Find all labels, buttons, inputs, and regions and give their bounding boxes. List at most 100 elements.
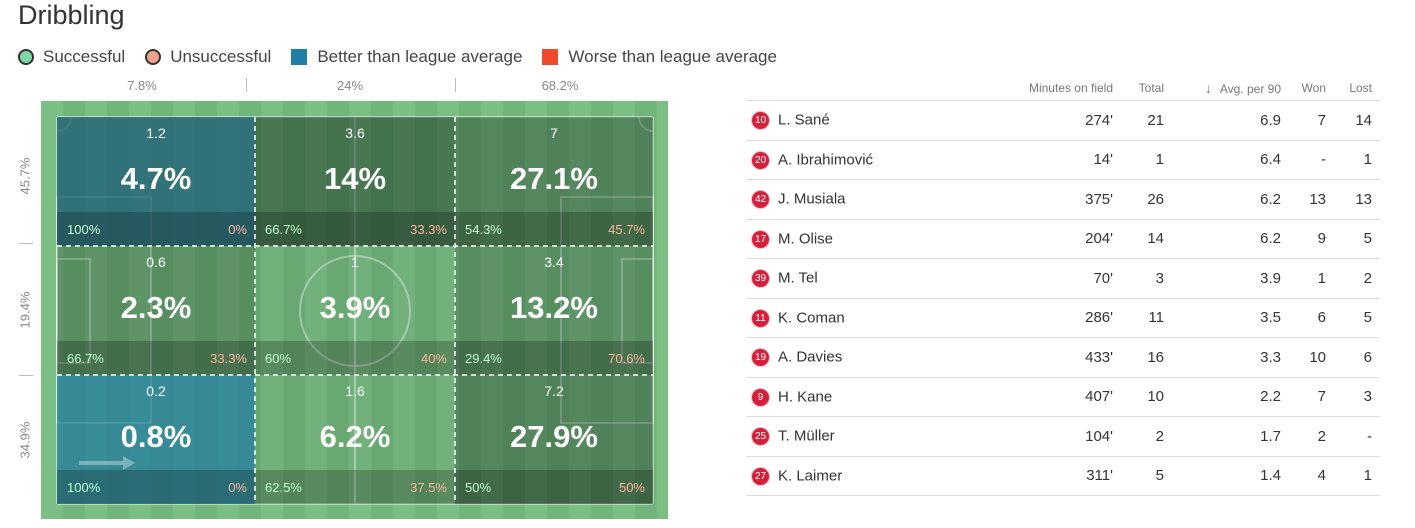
- player-name[interactable]: L. Sané: [778, 112, 830, 130]
- zone-outcome-strip: [455, 212, 653, 246]
- zone-outcome-strip: [255, 470, 455, 504]
- zone-successful: 100%: [67, 480, 101, 495]
- zone-outcome-strip: [255, 212, 455, 246]
- zone-outcome-strip: [57, 341, 255, 375]
- lost-cell: 3: [1334, 376, 1380, 417]
- shirt-number-badge: 11: [752, 309, 769, 327]
- player-name[interactable]: H. Kane: [778, 388, 833, 406]
- won-cell: 2: [1289, 416, 1334, 456]
- zone-share: 3.9%: [319, 290, 391, 325]
- player-name[interactable]: T. Müller: [778, 428, 835, 446]
- zone-share: 4.7%: [120, 161, 192, 196]
- zone-middle-top[interactable]: 3.6 14% 66.7% 33.3%: [255, 117, 455, 246]
- zone-left-bottom[interactable]: 0.2 0.8% 100% 0%: [57, 375, 255, 504]
- won-cell: 1: [1289, 258, 1334, 298]
- legend-item-successful[interactable]: Successful: [18, 47, 125, 67]
- zone-middle-middle[interactable]: 1 3.9% 60% 40%: [255, 246, 455, 375]
- zone-outcome-strip: [57, 212, 255, 246]
- zone-left-top[interactable]: 1.2 4.7% 100% 0%: [57, 117, 255, 246]
- header-avg[interactable]: ↓ Avg. per 90: [1172, 75, 1289, 101]
- lost-cell: 1: [1334, 139, 1380, 180]
- zone-average: 0.6: [146, 254, 166, 270]
- zone-average: 3.4: [544, 254, 564, 270]
- table-row[interactable]: 11 K. Coman 286' 11 3.5 6 5: [746, 297, 1380, 338]
- minutes-cell: 104': [1004, 416, 1121, 456]
- zone-successful: 60%: [265, 351, 292, 366]
- table-row[interactable]: 25 T. Müller 104' 2 1.7 2 -: [746, 416, 1380, 456]
- header-total[interactable]: Total: [1138, 80, 1164, 95]
- lost-cell: 2: [1334, 258, 1380, 298]
- player-cell: 11 K. Coman: [746, 297, 1004, 338]
- player-cell: 42 J. Musiala: [746, 179, 1004, 219]
- zone-average: 1: [351, 254, 359, 270]
- zone-unsuccessful: 70.6%: [608, 351, 645, 366]
- minutes-cell: 286': [1004, 297, 1121, 338]
- dribbling-pitch: 1.2 4.7% 100% 0% 3.6 14% 66.7% 33.3% 7 2…: [41, 101, 668, 519]
- total-cell: 14: [1121, 218, 1172, 259]
- zone-average: 3.6: [345, 125, 365, 141]
- player-cell: 25 T. Müller: [746, 416, 1004, 456]
- header-won[interactable]: Won: [1301, 80, 1326, 95]
- player-cell: 9 H. Kane: [746, 376, 1004, 417]
- column-pct-middle: 24%: [336, 78, 364, 93]
- total-cell: 16: [1121, 337, 1172, 377]
- player-name[interactable]: A. Davies: [778, 349, 843, 367]
- shirt-number-badge: 19: [752, 349, 769, 367]
- player-name[interactable]: K. Laimer: [778, 467, 843, 485]
- table-row[interactable]: 9 H. Kane 407' 10 2.2 7 3: [746, 376, 1380, 417]
- player-cell: 10 L. Sané: [746, 100, 1004, 140]
- table-row[interactable]: 27 K. Laimer 311' 5 1.4 4 1: [746, 455, 1380, 496]
- legend-item-better[interactable]: Better than league average: [291, 47, 522, 67]
- player-cell: 17 M. Olise: [746, 218, 1004, 259]
- zone-unsuccessful: 33.3%: [210, 351, 247, 366]
- zone-unsuccessful: 0%: [228, 480, 247, 495]
- total-cell: 3: [1121, 258, 1172, 298]
- table-row[interactable]: 10 L. Sané 274' 21 6.9 7 14: [746, 100, 1380, 140]
- zone-share: 2.3%: [120, 290, 192, 325]
- zone-successful: 66.7%: [67, 351, 104, 366]
- row-divider: [19, 375, 33, 376]
- minutes-cell: 274': [1004, 100, 1121, 140]
- legend-item-unsuccessful[interactable]: Unsuccessful: [145, 47, 271, 67]
- zone-outcome-strip: [455, 341, 653, 375]
- avg-cell: 6.2: [1172, 179, 1289, 219]
- shirt-number-badge: 39: [752, 270, 769, 288]
- header-lost[interactable]: Lost: [1349, 80, 1372, 95]
- avg-cell: 3.5: [1172, 297, 1289, 338]
- zone-right-bottom[interactable]: 7.2 27.9% 50% 50%: [455, 375, 653, 504]
- zone-share: 0.8%: [120, 419, 192, 454]
- zone-share: 14%: [323, 161, 387, 196]
- player-name[interactable]: J. Musiala: [778, 191, 846, 209]
- won-cell: -: [1289, 139, 1334, 180]
- player-cell: 20 A. Ibrahimović: [746, 139, 1004, 180]
- table-row[interactable]: 39 M. Tel 70' 3 3.9 1 2: [746, 258, 1380, 298]
- zone-right-top[interactable]: 7 27.1% 54.3% 45.7%: [455, 117, 653, 246]
- player-name[interactable]: M. Olise: [778, 230, 834, 248]
- player-name[interactable]: K. Coman: [778, 309, 845, 327]
- table-row[interactable]: 19 A. Davies 433' 16 3.3 10 6: [746, 337, 1380, 377]
- sort-down-icon: ↓: [1204, 79, 1212, 96]
- table-row[interactable]: 42 J. Musiala 375' 26 6.2 13 13: [746, 179, 1380, 219]
- page-title: Dribbling: [18, 0, 125, 30]
- shirt-number-badge: 27: [752, 467, 769, 485]
- lost-cell: 14: [1334, 100, 1380, 140]
- header-minutes[interactable]: Minutes on field: [1028, 80, 1113, 95]
- legend-item-worse[interactable]: Worse than league average: [542, 47, 777, 67]
- player-name[interactable]: M. Tel: [778, 270, 818, 288]
- table-row[interactable]: 17 M. Olise 204' 14 6.2 9 5: [746, 218, 1380, 259]
- total-cell: 26: [1121, 179, 1172, 219]
- avg-cell: 1.4: [1172, 455, 1289, 496]
- minutes-cell: 311': [1004, 455, 1121, 496]
- table-row[interactable]: 20 A. Ibrahimović 14' 1 6.4 - 1: [746, 139, 1380, 180]
- column-pct-left: 7.8%: [127, 78, 157, 93]
- header-avg-label: Avg. per 90: [1219, 81, 1281, 96]
- zone-middle-bottom[interactable]: 1.6 6.2% 62.5% 37.5%: [255, 375, 455, 504]
- shirt-number-badge: 10: [752, 112, 769, 130]
- attack-direction-arrow-icon: [79, 456, 135, 470]
- zone-right-middle[interactable]: 3.4 13.2% 29.4% 70.6%: [455, 246, 653, 375]
- avg-cell: 6.2: [1172, 218, 1289, 259]
- player-name[interactable]: A. Ibrahimović: [778, 151, 874, 169]
- zone-left-middle[interactable]: 0.6 2.3% 66.7% 33.3%: [57, 246, 255, 375]
- lost-cell: 6: [1334, 337, 1380, 377]
- lost-cell: 1: [1334, 455, 1380, 496]
